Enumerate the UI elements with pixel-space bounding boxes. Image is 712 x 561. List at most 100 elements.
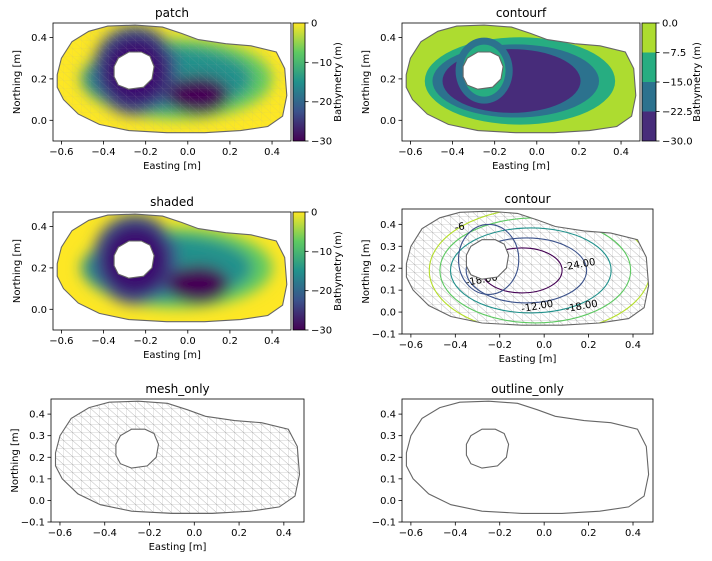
field-blobs [81, 214, 273, 309]
colorbar-tick-label: −7.5 [662, 48, 686, 59]
y-tick-label: 0.1 [380, 474, 396, 485]
x-tick-label: 0.4 [276, 528, 292, 539]
inner-island [465, 239, 510, 280]
x-tick-label: −0.2 [483, 147, 507, 158]
x-tick-label: 0.2 [581, 340, 597, 351]
colorbar-tick-label: −15.0 [662, 78, 693, 89]
outer-boundary [405, 210, 650, 326]
y-tick-label: −0.1 [372, 518, 396, 529]
patch-facets [57, 25, 287, 133]
x-tick-label: −0.4 [93, 528, 117, 539]
x-tick-label: −0.2 [137, 528, 161, 539]
colorbar-label: Bathymetry (m) [333, 42, 344, 122]
x-tick-label: −0.6 [398, 147, 422, 158]
contour-line [465, 237, 588, 304]
x-tick-label: −0.4 [440, 147, 464, 158]
x-tick-label: −0.2 [134, 336, 158, 347]
colorbar-tick-label: −20 [311, 286, 332, 297]
x-tick-label: −0.6 [48, 528, 72, 539]
y-tick-label: 0.2 [31, 74, 47, 85]
x-tick-label: −0.2 [488, 528, 512, 539]
axes-frame [401, 22, 641, 142]
y-tick-label: 0.4 [380, 33, 396, 44]
x-tick-label: −0.4 [91, 147, 115, 158]
y-axis-label: Northing [m] [10, 428, 21, 492]
y-tick-label: 0.3 [380, 431, 396, 442]
y-tick-label: 0.2 [380, 264, 396, 275]
y-tick-label: 0.2 [29, 453, 45, 464]
y-axis-label: Northing [m] [361, 50, 372, 114]
outer-boundary [405, 400, 650, 514]
y-tick-label: −0.1 [21, 518, 45, 529]
x-axis-label: Easting [m] [492, 161, 550, 172]
chart-title: shaded [150, 195, 194, 209]
y-tick-label: 0.4 [29, 410, 45, 421]
y-tick-label: 0.2 [31, 263, 47, 274]
axes-frame [52, 22, 292, 142]
chart-title: outline_only [491, 382, 564, 396]
chart-title: patch [155, 6, 189, 20]
x-tick-label: 0.4 [264, 336, 280, 347]
y-tick-label: 0.0 [380, 496, 396, 507]
y-tick-label: 0.2 [380, 74, 396, 85]
y-tick-label: 0.0 [31, 116, 47, 127]
colorbar-tick-label: −30.0 [662, 137, 693, 148]
panel-contourf: contourf −0.6 −0.4 −0.2 0.0 0.2 0.4 0.0 0.2 0.4 Ea… [361, 6, 703, 172]
axes-frame [52, 211, 292, 331]
y-tick-label: −0.1 [372, 330, 396, 341]
colorbar-band [642, 111, 656, 141]
y-tick-label: 0.1 [29, 474, 45, 485]
inner-island [115, 428, 160, 469]
x-tick-label: −0.4 [91, 336, 115, 347]
y-axis-label: Northing [m] [361, 239, 372, 303]
panel-outline_only: outline_only −0.6 −0.4 −0.2 0.0 0.2 0.4 −0.1 0.0… [372, 382, 654, 539]
outer-boundary [56, 24, 288, 134]
colorbar-band [642, 82, 656, 112]
colorbar-tick-label: −30 [311, 137, 332, 148]
colorbar-gradient [293, 212, 305, 330]
y-tick-label: 0.0 [380, 308, 396, 319]
y-tick-label: 0.4 [31, 222, 47, 233]
contourf-field [406, 25, 636, 133]
contour-line [457, 223, 520, 295]
x-tick-label: 0.2 [231, 528, 247, 539]
panel-shaded: shaded −0.6 −0.4 −0.2 0.0 0.2 0.4 0.0 0.2 0.4 East… [12, 195, 344, 361]
x-tick-label: 0.0 [186, 528, 202, 539]
inner-island [462, 51, 504, 90]
x-tick-label: 0.0 [529, 147, 545, 158]
colorbar-label: Bathymetry (m) [333, 231, 344, 311]
axes-frame [50, 398, 305, 523]
mesh-grid [55, 401, 300, 514]
chart-title: contourf [496, 6, 547, 20]
y-tick-label: 0.0 [29, 496, 45, 507]
contour-label: -6 [454, 221, 466, 234]
x-tick-label: 0.4 [625, 528, 641, 539]
x-tick-label: 0.2 [581, 528, 597, 539]
x-tick-label: 0.0 [180, 147, 196, 158]
outer-boundary [54, 400, 301, 514]
x-tick-label: 0.2 [571, 147, 587, 158]
colorbar-label: Bathymetry (m) [692, 42, 703, 122]
mesh_only-mesh [55, 401, 300, 514]
x-tick-label: −0.4 [443, 528, 467, 539]
x-axis-label: Easting [m] [499, 354, 557, 365]
x-tick-label: −0.6 [399, 340, 423, 351]
panel-patch: patch −0.6 −0.4 −0.2 0.0 0.2 0.4 0.0 0.2 0.4 Easti… [12, 6, 344, 172]
y-tick-label: 0.4 [380, 410, 396, 421]
blob [167, 265, 230, 304]
colorbar-tick-label: −10 [311, 247, 332, 258]
x-tick-label: 0.2 [222, 336, 238, 347]
x-tick-label: −0.6 [399, 528, 423, 539]
inner-island [113, 51, 155, 90]
chart-title: mesh_only [145, 382, 209, 396]
x-tick-label: 0.0 [536, 528, 552, 539]
panel-mesh_only: mesh_only −0.6 −0.4 −0.2 0.0 0.2 0.4 −0.1 0.0 0.1… [10, 382, 305, 553]
x-tick-label: 0.0 [536, 340, 552, 351]
inner-island [113, 240, 155, 279]
colorbar-tick-label: 0.0 [662, 19, 678, 30]
colorbar-tick-label: 0 [311, 208, 317, 219]
colorbar-tick-label: −22.5 [662, 107, 693, 118]
x-tick-label: 0.4 [625, 340, 641, 351]
